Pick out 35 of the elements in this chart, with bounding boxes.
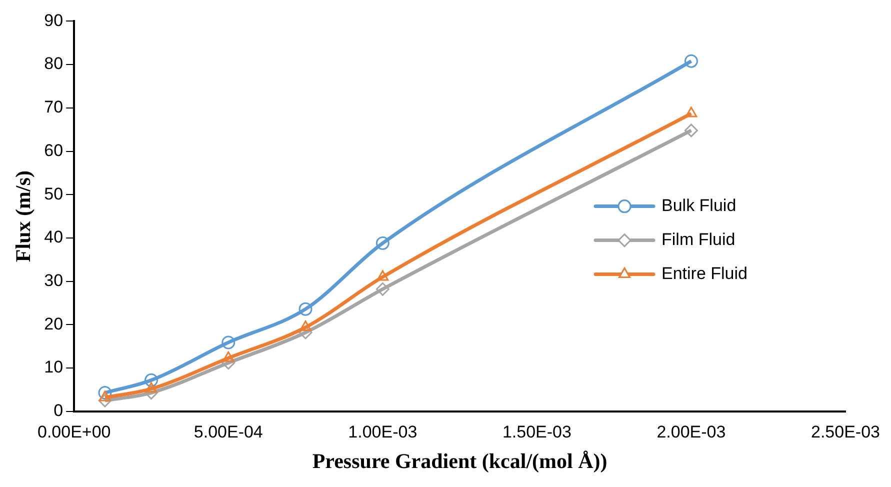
- y-tick-label: 90: [44, 10, 64, 30]
- legend-label: Bulk Fluid: [662, 196, 736, 215]
- y-tick-label: 0: [54, 401, 64, 420]
- x-tick-label: 0.00E+00: [37, 422, 111, 442]
- x-tick-label: 2.00E-03: [656, 422, 726, 442]
- point: [376, 236, 390, 250]
- point: [222, 336, 236, 350]
- x-tick-label: 1.50E-03: [502, 422, 572, 442]
- point: [376, 282, 390, 296]
- point: [99, 390, 111, 402]
- x-axis-title: Pressure Gradient (kcal/(mol Å)): [312, 448, 608, 473]
- point: [684, 124, 698, 138]
- y-tick-label: 80: [44, 54, 64, 74]
- x-tick-label: 5.00E-04: [194, 422, 263, 442]
- point: [376, 270, 389, 281]
- point: [98, 394, 112, 408]
- y-tick-label: 10: [44, 358, 64, 377]
- point: [298, 302, 312, 316]
- y-axis-title: Flux (m/s): [11, 170, 36, 262]
- point: [144, 373, 158, 387]
- y-tick-label: 60: [44, 140, 64, 160]
- point: [300, 320, 312, 332]
- legend-label: Entire Fluid: [662, 264, 748, 283]
- point: [685, 106, 698, 118]
- y-tick-label: 20: [44, 314, 64, 334]
- legend-label: Film Fluid: [662, 230, 736, 249]
- point: [145, 382, 158, 393]
- y-tick-label: 30: [44, 271, 64, 290]
- y-tick-label: 70: [44, 98, 64, 117]
- point: [222, 351, 234, 362]
- y-tick-label: 50: [44, 184, 64, 204]
- point: [684, 54, 698, 68]
- y-tick-label: 40: [44, 228, 64, 247]
- x-tick-label: 2.50E-03: [811, 422, 880, 442]
- x-tick-label: 1.00E-03: [348, 422, 418, 442]
